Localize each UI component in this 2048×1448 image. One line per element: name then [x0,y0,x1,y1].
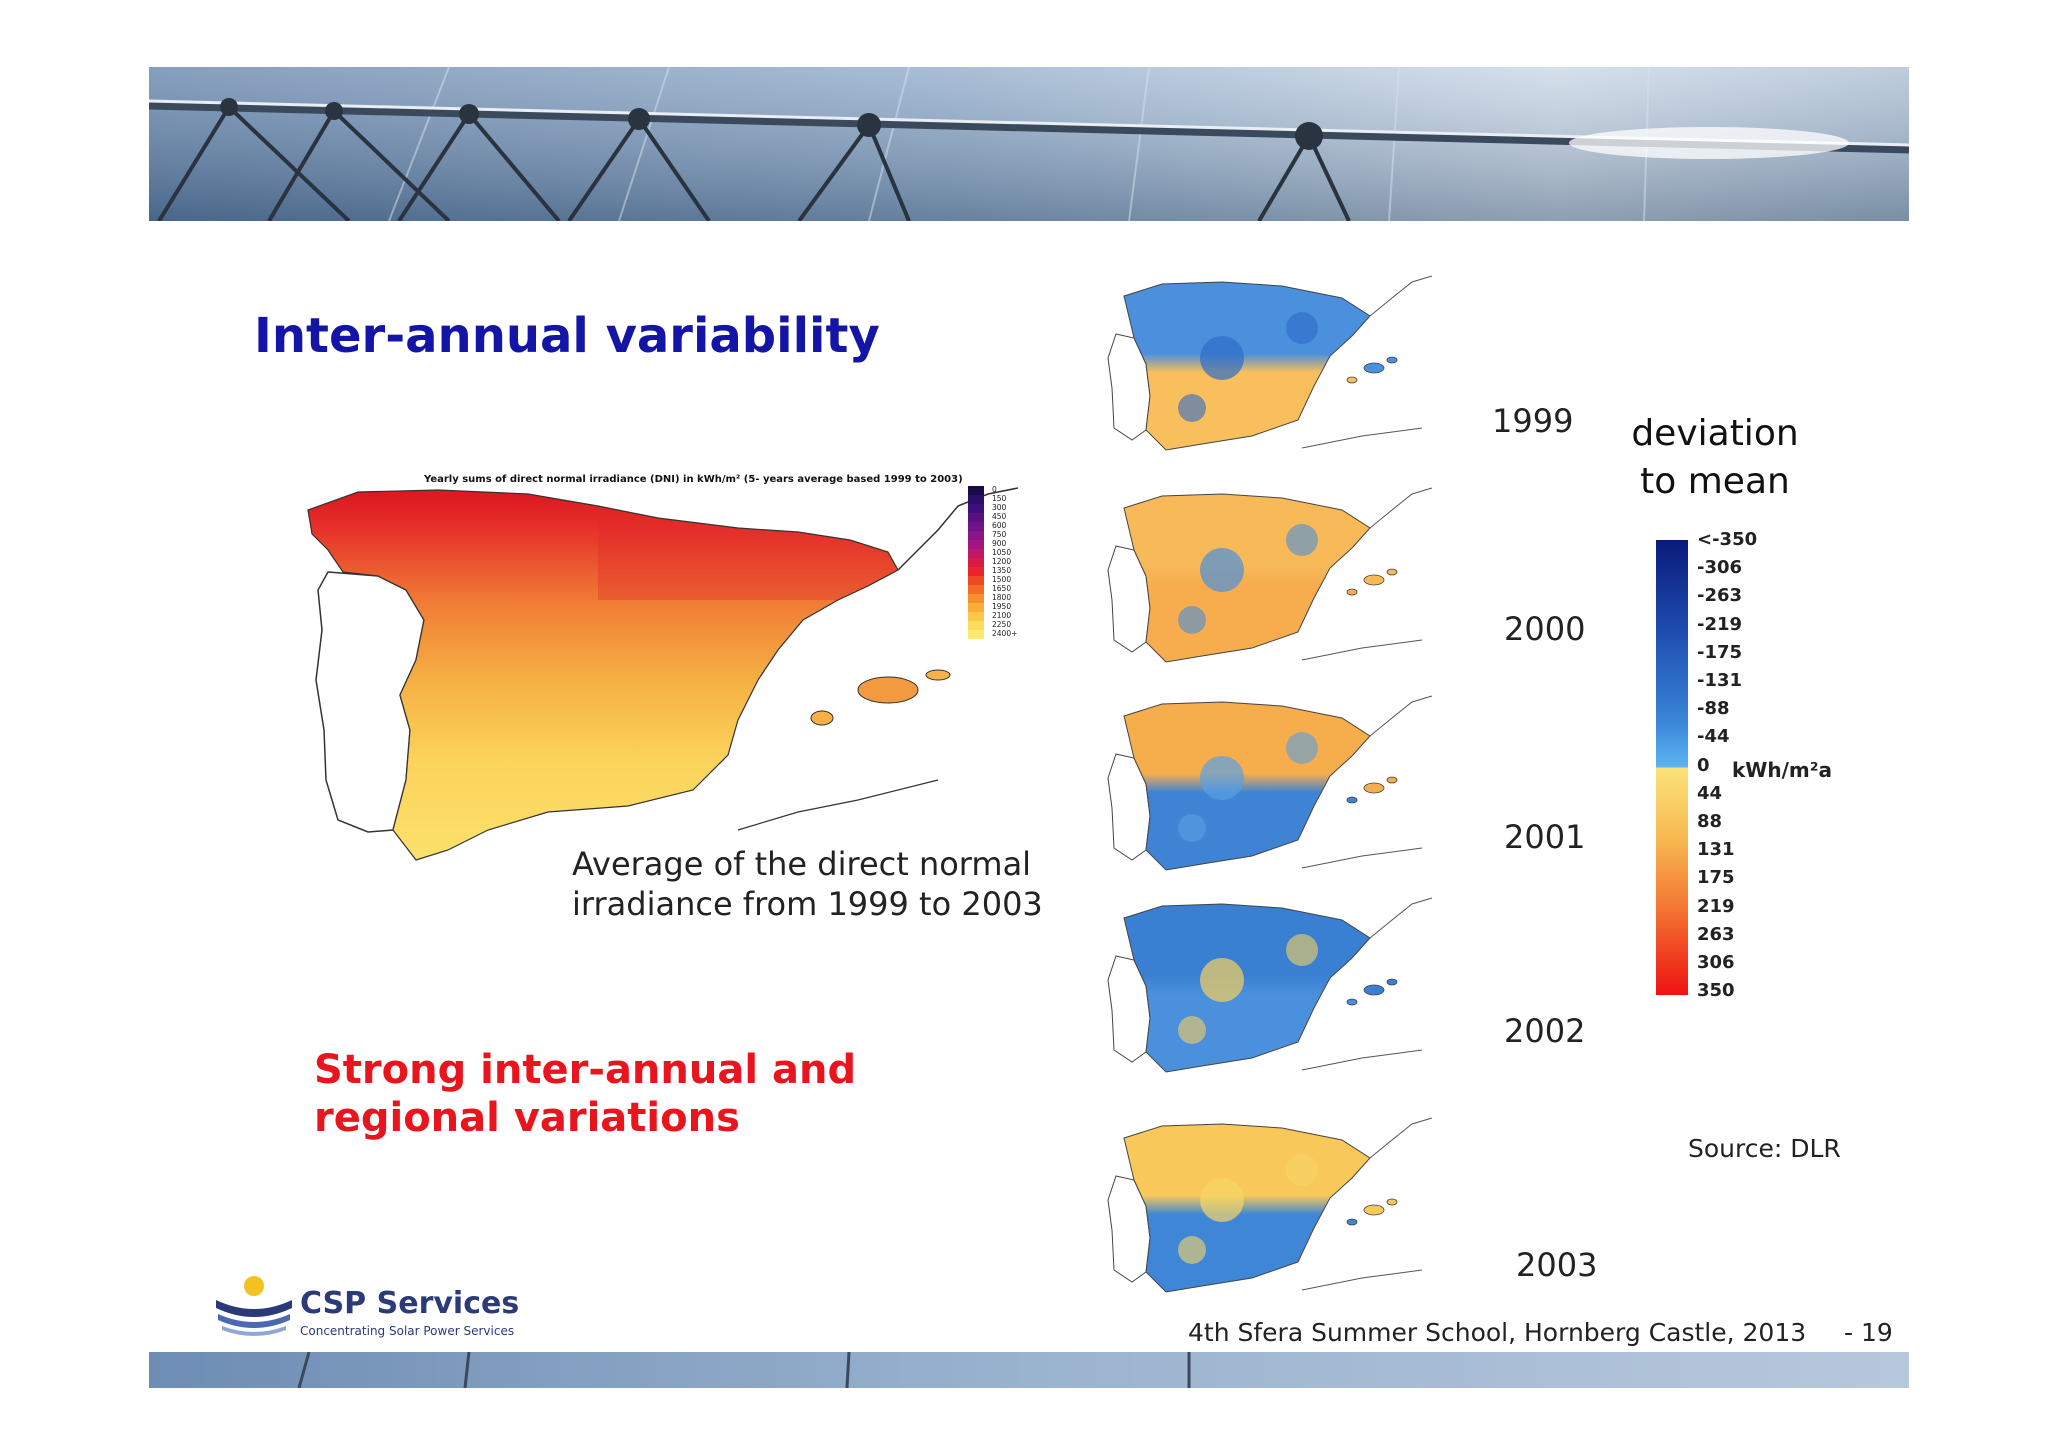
dni-legend-label: 600 [992,521,1007,530]
deviation-map-2003 [1102,1110,1442,1300]
dni-average-map [298,480,1019,880]
dni-legend-swatch [968,540,984,549]
deviation-legend-label: -44 [1697,726,1730,748]
deviation-title-line-1: deviation [1631,413,1799,454]
dni-legend-label: 1650 [992,584,1012,593]
main-map-caption: Average of the direct normal irradiance … [572,844,1043,924]
source-note: Source: DLR [1688,1134,1841,1163]
dni-legend-label: 1950 [992,602,1012,611]
dni-legend-swatch [968,558,984,567]
dni-legend-label: 150 [992,494,1007,503]
deviation-legend-label: -306 [1697,557,1743,579]
slide-title: Inter-annual variability [254,308,880,364]
deviation-color-bar [1656,540,1688,995]
dni-legend-label: 0 [992,485,997,494]
year-label-2001: 2001 [1504,818,1586,856]
logo-name: CSP Services [300,1286,520,1321]
dni-legend-label: 1350 [992,566,1012,575]
dni-legend-bar [968,486,984,639]
dni-legend-label: 1800 [992,593,1012,602]
dni-legend-swatch [968,612,984,621]
deviation-legend-label: -88 [1697,698,1730,720]
deviation-legend-label: 0 [1697,754,1710,776]
deviation-legend-title: deviation to mean [1610,410,1820,506]
dni-legend-swatch [968,594,984,603]
dni-legend-label: 1050 [992,548,1012,557]
footer-banner-photo [149,1352,1909,1388]
deviation-map-1999 [1102,268,1442,458]
deviation-legend-label: 175 [1697,867,1735,889]
footer: 4th Sfera Summer School, Hornberg Castle… [1188,1318,1893,1347]
dni-legend-swatch [968,513,984,522]
deviation-legend-label: <-350 [1697,529,1758,550]
header-banner-photo [149,67,1909,221]
deviation-legend-label: 131 [1697,839,1735,861]
highlight-line-1: Strong inter-annual and [314,1047,857,1093]
dni-legend-swatch [968,621,984,630]
dni-legend-swatch [968,630,984,639]
dni-legend-label: 1500 [992,575,1012,584]
dni-legend-swatch [968,531,984,540]
footer-text: 4th Sfera Summer School, Hornberg Castle… [1188,1318,1807,1347]
deviation-legend-label: 306 [1697,952,1735,973]
dni-legend-swatch [968,486,984,495]
csp-services-logo [212,1270,512,1340]
deviation-legend-label: -131 [1697,670,1743,691]
deviation-legend-label: -175 [1697,641,1743,663]
dni-legend-label: 300 [992,503,1007,512]
dni-legend-label: 900 [992,539,1007,548]
deviation-map-2001 [1102,688,1442,878]
page-number: - 19 [1844,1318,1893,1347]
dni-legend-label: 2400+ [992,629,1018,638]
deviation-map-2000 [1102,480,1442,670]
dni-legend-label: 1200 [992,557,1012,566]
deviation-legend-label: 44 [1697,782,1723,804]
dni-legend-label: 2100 [992,611,1012,620]
deviation-legend-label: 219 [1697,895,1735,917]
dni-legend-swatch [968,567,984,576]
deviation-map-2002 [1102,890,1442,1080]
dni-legend-label: 450 [992,512,1007,521]
deviation-legend-label: 263 [1697,923,1735,945]
dni-legend-swatch [968,585,984,594]
deviation-legend-label: 88 [1697,811,1723,832]
caption-line-1: Average of the direct normal [572,845,1032,883]
caption-line-2: irradiance from 1999 to 2003 [572,885,1043,923]
year-label-2003: 2003 [1516,1246,1598,1284]
year-label-2002: 2002 [1504,1012,1586,1050]
dni-legend-swatch [968,504,984,513]
dni-legend-label: 2250 [992,620,1012,629]
deviation-title-line-2: to mean [1640,461,1790,502]
deviation-legend-label: -263 [1697,585,1743,607]
dni-legend-label: 750 [992,530,1007,539]
highlight-line-2: regional variations [314,1095,740,1141]
dni-legend-swatch [968,603,984,612]
dni-legend-swatch [968,495,984,504]
logo-tagline: Concentrating Solar Power Services [300,1324,515,1338]
dni-legend-swatch [968,549,984,558]
year-label-2000: 2000 [1504,610,1586,648]
deviation-legend-label: 350 [1697,980,1735,1002]
dni-legend-swatch [968,522,984,531]
highlight-statement: Strong inter-annual and regional variati… [314,1046,856,1142]
deviation-legend-label: -219 [1697,613,1743,635]
year-label-1999: 1999 [1492,402,1574,440]
deviation-unit: kWh/m²a [1732,758,1832,782]
dni-legend-swatch [968,576,984,585]
main-map-title: Yearly sums of direct normal irradiance … [424,474,963,485]
